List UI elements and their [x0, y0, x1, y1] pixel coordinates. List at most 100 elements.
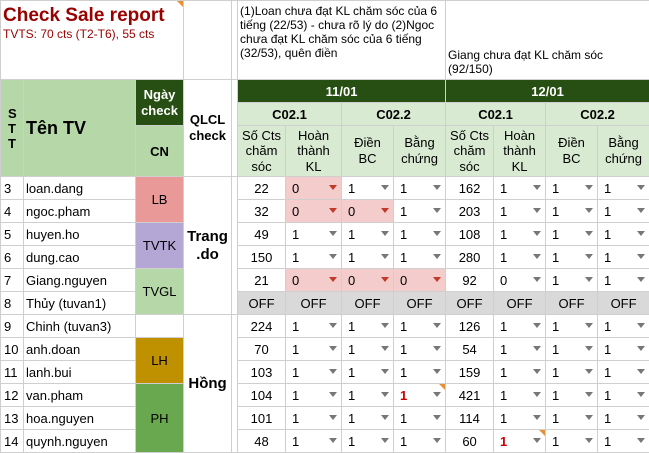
member-name-cell[interactable]: quynh.nguyen — [24, 430, 136, 453]
stt-cell[interactable]: 14 — [1, 430, 24, 453]
stt-cell[interactable]: 11 — [1, 361, 24, 384]
contacts-count-cell[interactable]: 159 — [446, 361, 494, 384]
dropdown-cell[interactable]: 1 — [598, 223, 649, 246]
comment-marker-icon[interactable] — [439, 384, 445, 390]
bang-chung-header-1[interactable]: Bằng chứng — [394, 126, 446, 177]
dropdown-arrow-icon[interactable] — [533, 369, 541, 374]
dropdown-arrow-icon[interactable] — [329, 415, 337, 420]
member-name-cell[interactable]: lanh.bui — [24, 361, 136, 384]
off-cell[interactable]: OFF — [494, 292, 546, 315]
dropdown-arrow-icon[interactable] — [381, 392, 389, 397]
branch-group-cell[interactable]: TVTK — [136, 223, 184, 269]
dropdown-arrow-icon[interactable] — [637, 254, 645, 259]
dropdown-arrow-icon[interactable] — [533, 231, 541, 236]
dropdown-arrow-icon[interactable] — [637, 392, 645, 397]
cn-header[interactable]: CN — [136, 126, 184, 177]
dien-bc-header-1[interactable]: Điền BC — [342, 126, 394, 177]
dropdown-arrow-icon[interactable] — [329, 438, 337, 443]
branch-group-cell[interactable] — [136, 315, 184, 338]
qlcl-checker-cell[interactable]: Hồng — [184, 315, 232, 453]
dropdown-arrow-icon[interactable] — [637, 438, 645, 443]
member-name-cell[interactable]: Chinh (tuvan3) — [24, 315, 136, 338]
member-name-cell[interactable]: anh.doan — [24, 338, 136, 361]
dropdown-arrow-icon[interactable] — [637, 323, 645, 328]
contacts-count-cell[interactable]: 224 — [238, 315, 286, 338]
member-name-cell[interactable]: dung.cao — [24, 246, 136, 269]
dropdown-cell[interactable]: 1 — [494, 361, 546, 384]
contacts-count-cell[interactable]: 32 — [238, 200, 286, 223]
dropdown-cell[interactable]: 1 — [494, 430, 546, 453]
dropdown-cell[interactable]: 1 — [286, 361, 342, 384]
dropdown-cell[interactable]: 1 — [342, 223, 394, 246]
dropdown-cell[interactable]: 1 — [494, 407, 546, 430]
dropdown-arrow-icon[interactable] — [637, 208, 645, 213]
dropdown-cell[interactable]: 1 — [394, 407, 446, 430]
dropdown-cell[interactable]: 1 — [286, 315, 342, 338]
contacts-count-cell[interactable]: 92 — [446, 269, 494, 292]
stt-cell[interactable]: 7 — [1, 269, 24, 292]
branch-group-cell[interactable]: PH — [136, 384, 184, 453]
dropdown-arrow-icon[interactable] — [585, 277, 593, 282]
dropdown-cell[interactable]: 0 — [342, 269, 394, 292]
dropdown-cell[interactable]: 0 — [286, 177, 342, 200]
dropdown-arrow-icon[interactable] — [533, 277, 541, 282]
contacts-count-cell[interactable]: 49 — [238, 223, 286, 246]
dropdown-cell[interactable]: 1 — [494, 315, 546, 338]
dropdown-cell[interactable]: 0 — [342, 200, 394, 223]
blank-cell[interactable] — [184, 1, 232, 80]
stt-cell[interactable]: 4 — [1, 200, 24, 223]
dropdown-arrow-icon[interactable] — [533, 254, 541, 259]
dropdown-arrow-icon[interactable] — [533, 208, 541, 213]
dien-bc-header-2[interactable]: Điền BC — [546, 126, 598, 177]
dropdown-cell[interactable]: 1 — [546, 361, 598, 384]
title-cell[interactable]: Check Sale report TVTS: 70 cts (T2-T6), … — [1, 1, 184, 80]
dropdown-arrow-icon[interactable] — [381, 369, 389, 374]
contacts-count-cell[interactable]: 203 — [446, 200, 494, 223]
dropdown-cell[interactable]: 1 — [598, 407, 649, 430]
dropdown-arrow-icon[interactable] — [533, 415, 541, 420]
dropdown-cell[interactable]: 1 — [394, 430, 446, 453]
dropdown-arrow-icon[interactable] — [433, 254, 441, 259]
dropdown-cell[interactable]: 1 — [342, 407, 394, 430]
contacts-count-cell[interactable]: 421 — [446, 384, 494, 407]
dropdown-cell[interactable]: 1 — [598, 361, 649, 384]
contacts-count-cell[interactable]: 70 — [238, 338, 286, 361]
branch-group-cell[interactable]: LB — [136, 177, 184, 223]
dropdown-arrow-icon[interactable] — [585, 415, 593, 420]
dropdown-arrow-icon[interactable] — [433, 323, 441, 328]
dropdown-arrow-icon[interactable] — [381, 438, 389, 443]
member-name-cell[interactable]: huyen.ho — [24, 223, 136, 246]
contacts-count-cell[interactable]: 103 — [238, 361, 286, 384]
qlcl-checker-cell[interactable]: Trang .do — [184, 177, 232, 315]
dropdown-arrow-icon[interactable] — [585, 323, 593, 328]
dropdown-arrow-icon[interactable] — [381, 346, 389, 351]
so-cts-header-1[interactable]: Số Cts chăm sóc — [238, 126, 286, 177]
dropdown-arrow-icon[interactable] — [381, 415, 389, 420]
dropdown-arrow-icon[interactable] — [381, 185, 389, 190]
contacts-count-cell[interactable]: 126 — [446, 315, 494, 338]
branch-group-cell[interactable]: LH — [136, 338, 184, 384]
note-right[interactable]: Giang chưa đạt KL chăm sóc (92/150) — [446, 1, 649, 80]
dropdown-cell[interactable]: 1 — [342, 430, 394, 453]
dropdown-cell[interactable]: 1 — [286, 407, 342, 430]
member-name-cell[interactable]: van.pham — [24, 384, 136, 407]
dropdown-arrow-icon[interactable] — [433, 231, 441, 236]
dropdown-arrow-icon[interactable] — [433, 438, 441, 443]
hoan-thanh-header-1[interactable]: Hoàn thành KL — [286, 126, 342, 177]
dropdown-cell[interactable]: 1 — [546, 200, 598, 223]
dropdown-arrow-icon[interactable] — [381, 323, 389, 328]
dropdown-cell[interactable]: 0 — [494, 269, 546, 292]
dropdown-arrow-icon[interactable] — [637, 415, 645, 420]
stt-cell[interactable]: 10 — [1, 338, 24, 361]
dropdown-arrow-icon[interactable] — [533, 392, 541, 397]
stt-cell[interactable]: 12 — [1, 384, 24, 407]
contacts-count-cell[interactable]: 48 — [238, 430, 286, 453]
member-name-cell[interactable]: ngoc.pham — [24, 200, 136, 223]
dropdown-cell[interactable]: 1 — [546, 315, 598, 338]
stt-cell[interactable]: 5 — [1, 223, 24, 246]
dropdown-cell[interactable]: 1 — [394, 177, 446, 200]
dropdown-arrow-icon[interactable] — [329, 392, 337, 397]
qlcl-header[interactable]: QLCL check — [184, 80, 232, 177]
dropdown-cell[interactable]: 1 — [286, 246, 342, 269]
stt-cell[interactable]: 6 — [1, 246, 24, 269]
